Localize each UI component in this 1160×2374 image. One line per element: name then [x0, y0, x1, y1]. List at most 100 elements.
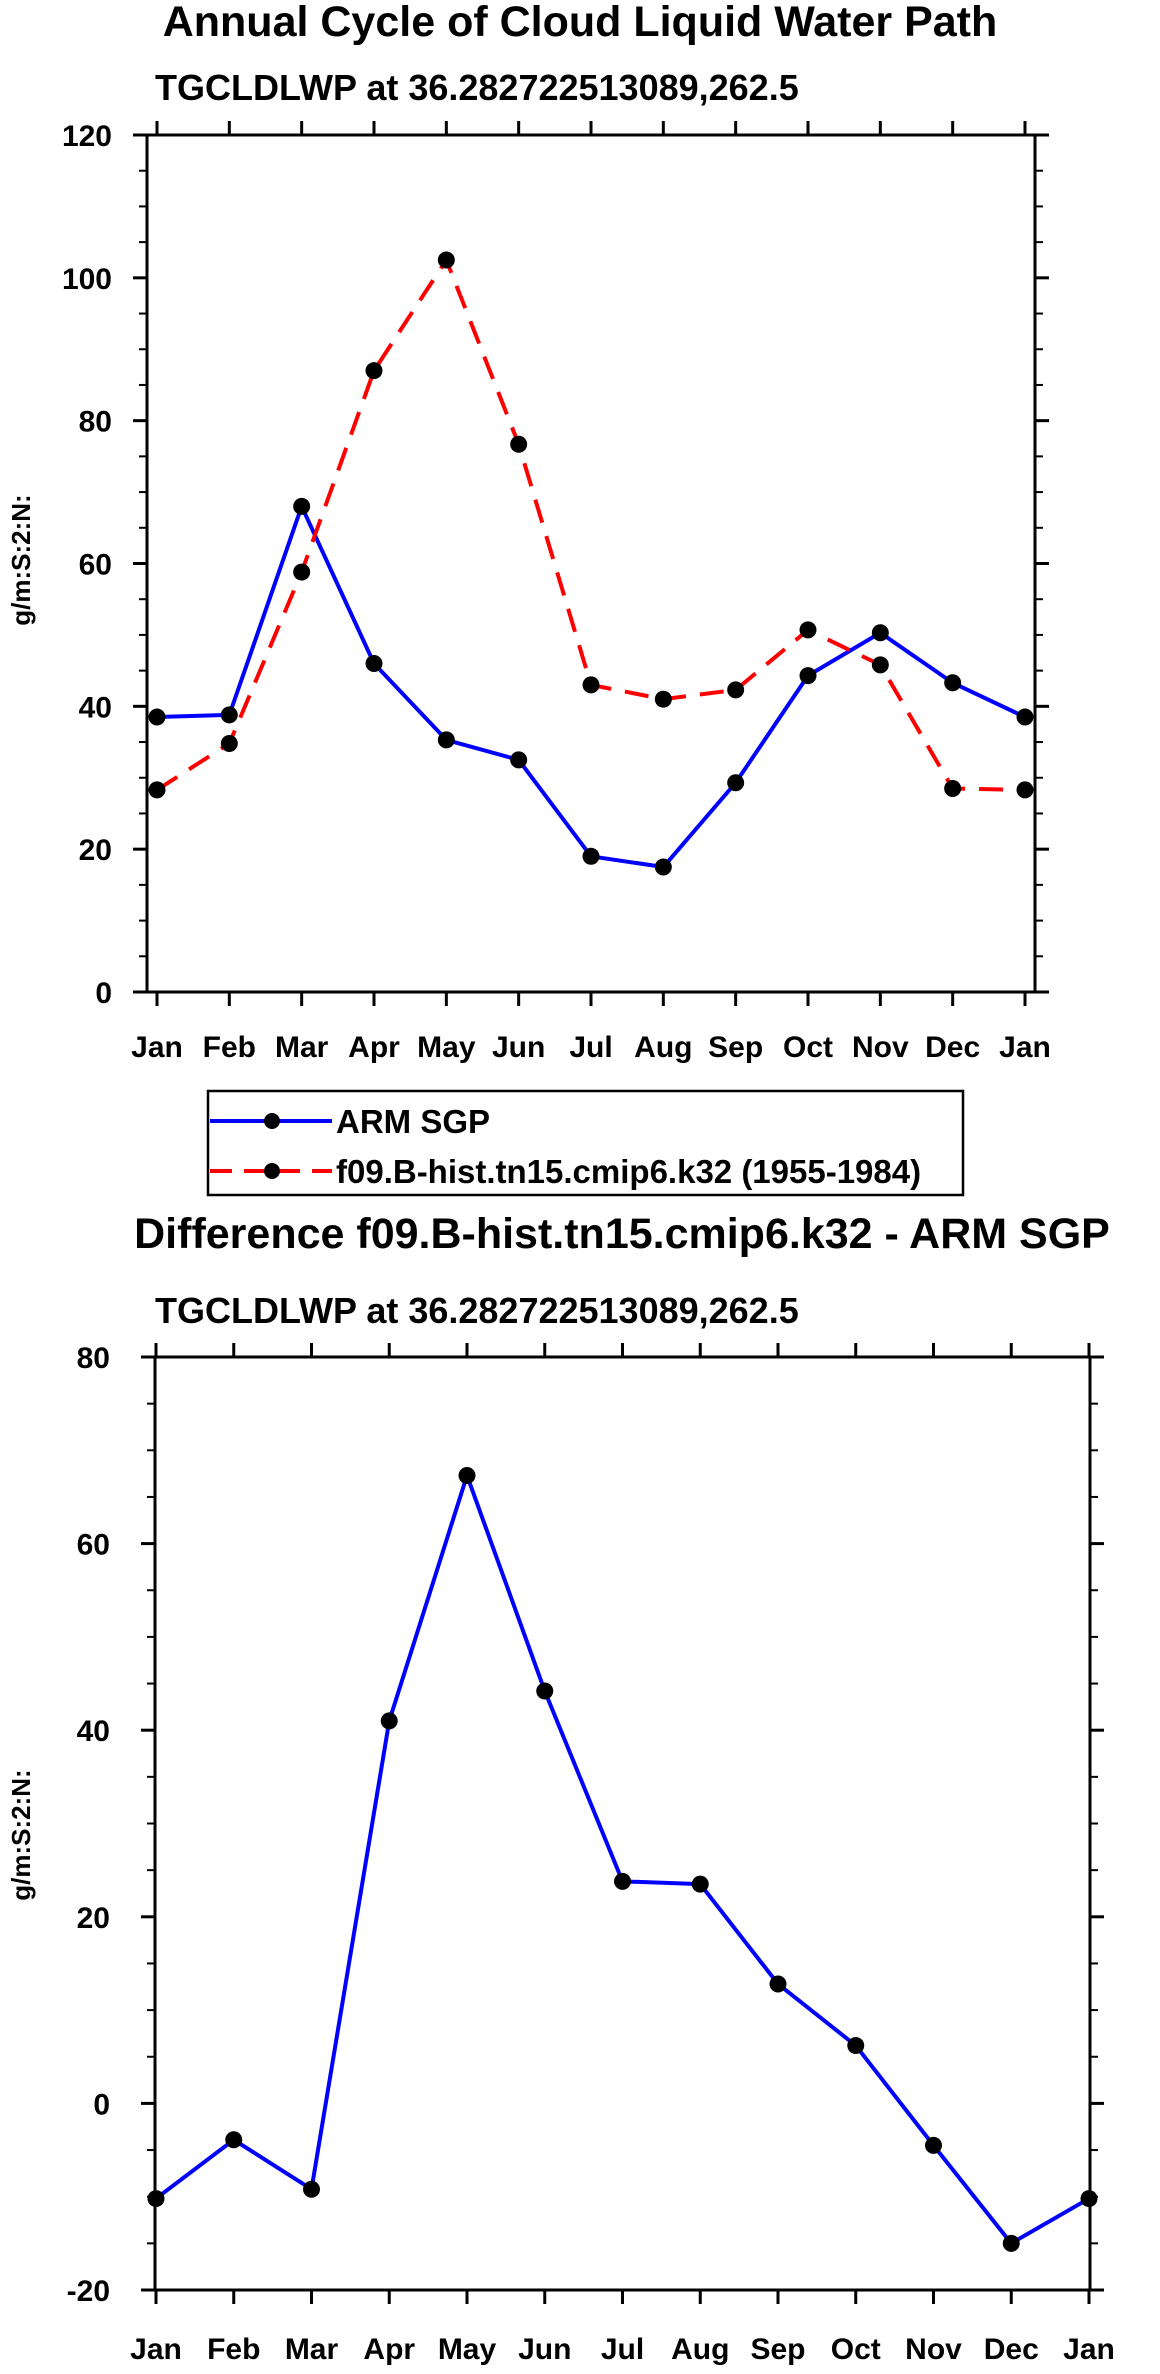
- y-axis-label: g/m:S:2:N:: [6, 494, 36, 625]
- data-point-difference: [147, 2190, 165, 2208]
- x-tick-label: Mar: [275, 1031, 329, 1064]
- data-point-arm-sgp: [148, 708, 166, 726]
- data-point-f09-b-hist-tn15-cmip6-k32-1955-1984: [582, 676, 600, 694]
- tick-marks: [141, 1343, 1104, 2304]
- y-tick-label: 60: [79, 549, 112, 582]
- x-tick-label: Dec: [925, 1031, 980, 1064]
- legend-marker-arm-sgp: [264, 1113, 280, 1129]
- x-tick-label: Jul: [569, 1031, 612, 1064]
- legend: ARM SGP f09.B-hist.tn15.cmip6.k32 (1955-…: [206, 1089, 965, 1197]
- data-point-arm-sgp: [727, 774, 745, 792]
- x-tick-label: Feb: [203, 1031, 256, 1064]
- x-tick-label: Apr: [348, 1031, 400, 1064]
- x-tick-label: May: [438, 2333, 497, 2366]
- y-tick-label: 80: [77, 1342, 110, 1375]
- x-tick-label: Sep: [708, 1031, 763, 1064]
- data-point-difference: [225, 2131, 243, 2149]
- y-tick-label: 120: [62, 120, 112, 153]
- chart-title: Annual Cycle of Cloud Liquid Water Path: [163, 0, 998, 46]
- series-lines: [155, 257, 1026, 870]
- y-tick-label: 60: [77, 1529, 110, 1562]
- y-tick-labels: -20 0 20 40 60 80: [67, 1342, 110, 2308]
- series-line-difference: [154, 1473, 1090, 2246]
- data-point-f09-b-hist-tn15-cmip6-k32-1955-1984: [437, 251, 455, 269]
- y-tick-label: 20: [77, 1902, 110, 1935]
- data-point-arm-sgp: [654, 858, 672, 876]
- x-tick-label: Jun: [518, 2333, 571, 2366]
- data-point-difference: [769, 1975, 787, 1993]
- y-tick-label: 40: [77, 1715, 110, 1748]
- y-tick-label: 40: [79, 691, 112, 724]
- data-point-f09-b-hist-tn15-cmip6-k32-1955-1984: [727, 681, 745, 699]
- data-point-f09-b-hist-tn15-cmip6-k32-1955-1984: [871, 656, 889, 674]
- data-point-f09-b-hist-tn15-cmip6-k32-1955-1984: [293, 563, 311, 581]
- data-point-difference: [847, 2037, 865, 2055]
- data-point-difference: [380, 1712, 398, 1730]
- series-lines: [154, 1473, 1090, 2246]
- data-point-f09-b-hist-tn15-cmip6-k32-1955-1984: [654, 690, 672, 708]
- data-point-f09-b-hist-tn15-cmip6-k32-1955-1984: [944, 779, 962, 797]
- data-markers: [148, 251, 1034, 876]
- data-point-arm-sgp: [293, 497, 311, 515]
- data-markers: [147, 1466, 1098, 2252]
- x-tick-label: Jun: [492, 1031, 545, 1064]
- x-tick-labels: Jan Feb Mar Apr May Jun Jul Aug Sep Oct Nov Dec Jan: [131, 1031, 1051, 1064]
- data-point-difference: [1002, 2234, 1020, 2252]
- x-tick-label: Jan: [999, 1031, 1051, 1064]
- data-point-arm-sgp: [1016, 708, 1034, 726]
- chart-subtitle: TGCLDLWP at 36.282722513089,262.5: [155, 1290, 799, 1331]
- data-point-arm-sgp: [871, 624, 889, 642]
- annual-cycle-chart: Annual Cycle of Cloud Liquid Water Path …: [6, 0, 1051, 1064]
- legend-marker-model: [264, 1163, 280, 1179]
- x-tick-label: Jan: [130, 2333, 182, 2366]
- x-tick-label: Mar: [285, 2333, 339, 2366]
- chart-title: Difference f09.B-hist.tn15.cmip6.k32 - A…: [134, 1210, 1110, 1258]
- data-point-arm-sgp: [944, 674, 962, 692]
- y-tick-label: 0: [93, 2088, 110, 2121]
- x-tick-label: Jan: [1063, 2333, 1115, 2366]
- difference-chart: Difference f09.B-hist.tn15.cmip6.k32 - A…: [6, 1210, 1115, 2366]
- data-point-arm-sgp: [220, 706, 238, 724]
- x-tick-label: May: [417, 1031, 476, 1064]
- series-line-f09-b-hist-tn15-cmip6-k32-1955-1984: [155, 257, 1026, 792]
- legend-label-model: f09.B-hist.tn15.cmip6.k32 (1955-1984): [336, 1153, 921, 1190]
- data-point-arm-sgp: [582, 847, 600, 865]
- data-point-f09-b-hist-tn15-cmip6-k32-1955-1984: [365, 362, 383, 380]
- x-tick-label: Aug: [671, 2333, 729, 2366]
- data-point-difference: [691, 1875, 709, 1893]
- chart-subtitle: TGCLDLWP at 36.282722513089,262.5: [155, 67, 799, 108]
- x-tick-label: Jul: [601, 2333, 644, 2366]
- y-tick-labels: 0 20 40 60 80 100 120: [62, 120, 112, 1010]
- x-tick-label: Nov: [852, 1031, 909, 1064]
- x-tick-label: Nov: [905, 2333, 962, 2366]
- data-point-difference: [614, 1872, 631, 1890]
- y-tick-label: 20: [79, 834, 112, 867]
- x-tick-label: Oct: [783, 1031, 833, 1064]
- data-point-difference: [458, 1466, 476, 1484]
- data-point-arm-sgp: [437, 731, 455, 749]
- x-tick-label: Oct: [831, 2333, 881, 2366]
- data-point-f09-b-hist-tn15-cmip6-k32-1955-1984: [220, 734, 238, 752]
- data-point-f09-b-hist-tn15-cmip6-k32-1955-1984: [1016, 781, 1034, 799]
- data-point-difference: [536, 1682, 554, 1700]
- plot-frame: [153, 1355, 1092, 2292]
- data-point-arm-sgp: [799, 667, 817, 685]
- x-tick-label: Dec: [984, 2333, 1039, 2366]
- x-tick-label: Sep: [750, 2333, 805, 2366]
- data-point-f09-b-hist-tn15-cmip6-k32-1955-1984: [148, 781, 166, 799]
- data-point-difference: [303, 2180, 320, 2198]
- y-tick-label: 80: [79, 406, 112, 439]
- x-tick-label: Jan: [131, 1031, 183, 1064]
- data-point-f09-b-hist-tn15-cmip6-k32-1955-1984: [799, 621, 817, 639]
- x-tick-label: Feb: [207, 2333, 260, 2366]
- data-point-f09-b-hist-tn15-cmip6-k32-1955-1984: [510, 435, 528, 453]
- tick-marks: [133, 121, 1049, 1006]
- data-point-arm-sgp: [510, 751, 528, 769]
- x-tick-labels: Jan Feb Mar Apr May Jun Jul Aug Sep Oct Nov Dec Jan: [130, 2333, 1115, 2366]
- y-tick-label: -20: [67, 2275, 110, 2308]
- data-point-difference: [925, 2136, 942, 2154]
- y-axis-label: g/m:S:2:N:: [6, 1769, 36, 1900]
- legend-label-arm-sgp: ARM SGP: [336, 1103, 490, 1140]
- data-point-arm-sgp: [365, 654, 383, 672]
